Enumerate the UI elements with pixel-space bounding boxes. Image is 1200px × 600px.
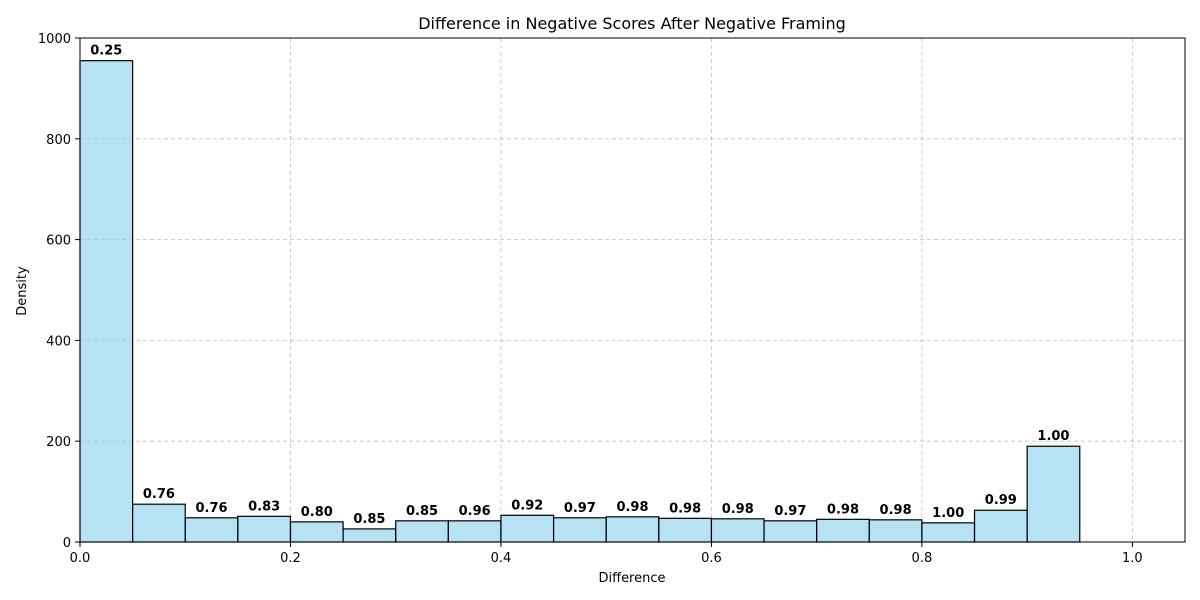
histogram-bar-5 (342, 528, 397, 543)
y-axis-label: Density (15, 266, 30, 316)
histogram-bar-18 (1026, 445, 1081, 543)
plot-frame (79, 37, 1186, 543)
x-tick-label-1: 0.2 (280, 551, 301, 566)
bar-value-labels: 0.25 0.76 0.76 0.83 0.80 0.85 0.85 0.96 0.92 0.97… (90, 44, 1069, 527)
histogram-bar-4 (289, 521, 344, 543)
histogram-bar-11 (658, 517, 713, 543)
bar-label-5: 0.85 (353, 512, 385, 527)
bar-label-17: 0.99 (985, 493, 1017, 508)
x-tick-label-5: 1.0 (1122, 551, 1143, 566)
x-tick-label-2: 0.4 (491, 551, 512, 566)
y-tick-label-5: 1000 (38, 32, 71, 47)
histogram-bar-14 (816, 518, 870, 543)
x-axis-ticks: 0.0 0.2 0.4 0.6 0.8 1.0 (70, 542, 1143, 566)
x-tick-label-4: 0.8 (912, 551, 933, 566)
bar-label-15: 0.98 (880, 503, 912, 518)
histogram-bar-1 (132, 503, 186, 543)
bar-label-0: 0.25 (90, 44, 122, 59)
grid-lines (79, 37, 1185, 543)
chart-title: Difference in Negative Scores After Nega… (418, 14, 846, 33)
bar-label-2: 0.76 (196, 501, 228, 516)
bar-label-8: 0.92 (511, 498, 543, 513)
bar-label-1: 0.76 (143, 487, 175, 502)
bar-label-4: 0.80 (301, 505, 333, 520)
x-axis-label: Difference (598, 571, 665, 586)
y-tick-label-0: 0 (63, 536, 71, 551)
bar-label-6: 0.85 (406, 504, 438, 519)
histogram-bars (79, 60, 1081, 543)
bar-label-10: 0.98 (616, 500, 648, 515)
x-tick-label-3: 0.6 (701, 551, 722, 566)
histogram-bar-3 (237, 515, 292, 543)
bar-label-11: 0.98 (669, 501, 701, 516)
y-tick-label-1: 200 (46, 435, 71, 450)
histogram-bar-6 (395, 520, 449, 543)
bar-label-9: 0.97 (564, 501, 596, 516)
histogram-bar-8 (500, 514, 555, 543)
x-tick-label-0: 0.0 (70, 551, 91, 566)
histogram-bar-17 (973, 509, 1028, 543)
bar-label-18: 1.00 (1037, 429, 1069, 444)
histogram-bar-16 (921, 522, 976, 543)
y-tick-label-3: 600 (46, 234, 71, 249)
histogram-bar-13 (763, 520, 818, 543)
bar-label-14: 0.98 (827, 502, 859, 517)
bar-label-7: 0.96 (459, 504, 491, 519)
bar-label-13: 0.97 (774, 504, 806, 519)
y-axis-ticks: 0 200 400 600 800 1000 (38, 32, 80, 551)
histogram-bar-0 (79, 60, 134, 543)
histogram-bar-9 (552, 517, 607, 543)
histogram-bar-7 (447, 520, 502, 543)
histogram-bar-2 (184, 517, 239, 543)
bar-label-12: 0.98 (722, 502, 754, 517)
y-tick-label-4: 800 (46, 133, 71, 148)
histogram-bar-10 (605, 516, 660, 543)
bar-label-3: 0.83 (248, 499, 280, 514)
bar-label-16: 1.00 (932, 506, 964, 521)
y-tick-label-2: 400 (46, 334, 71, 349)
histogram-bar-15 (868, 519, 923, 543)
histogram-bar-12 (710, 518, 765, 543)
